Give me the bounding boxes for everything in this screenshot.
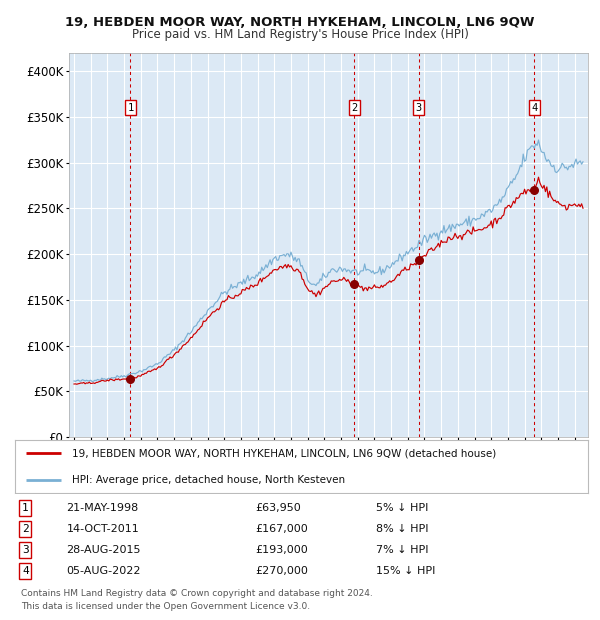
Text: 05-AUG-2022: 05-AUG-2022 (67, 566, 141, 576)
Text: 19, HEBDEN MOOR WAY, NORTH HYKEHAM, LINCOLN, LN6 9QW (detached house): 19, HEBDEN MOOR WAY, NORTH HYKEHAM, LINC… (73, 448, 497, 458)
Text: 19, HEBDEN MOOR WAY, NORTH HYKEHAM, LINCOLN, LN6 9QW: 19, HEBDEN MOOR WAY, NORTH HYKEHAM, LINC… (65, 16, 535, 29)
Text: Price paid vs. HM Land Registry's House Price Index (HPI): Price paid vs. HM Land Registry's House … (131, 28, 469, 41)
Text: 2: 2 (351, 103, 358, 113)
Text: 1: 1 (127, 103, 134, 113)
Text: 4: 4 (22, 566, 29, 576)
Text: 15% ↓ HPI: 15% ↓ HPI (376, 566, 436, 576)
Text: 3: 3 (22, 545, 29, 555)
Text: £63,950: £63,950 (256, 503, 301, 513)
Text: 2: 2 (22, 524, 29, 534)
Text: Contains HM Land Registry data © Crown copyright and database right 2024.
This d: Contains HM Land Registry data © Crown c… (21, 590, 373, 611)
Text: 3: 3 (416, 103, 422, 113)
Text: £270,000: £270,000 (256, 566, 308, 576)
Text: HPI: Average price, detached house, North Kesteven: HPI: Average price, detached house, Nort… (73, 475, 346, 485)
Text: 14-OCT-2011: 14-OCT-2011 (67, 524, 139, 534)
Text: 8% ↓ HPI: 8% ↓ HPI (376, 524, 428, 534)
Text: 1: 1 (22, 503, 29, 513)
Text: 4: 4 (532, 103, 538, 113)
Text: 21-MAY-1998: 21-MAY-1998 (67, 503, 139, 513)
Text: 28-AUG-2015: 28-AUG-2015 (67, 545, 141, 555)
Text: 5% ↓ HPI: 5% ↓ HPI (376, 503, 428, 513)
Text: £193,000: £193,000 (256, 545, 308, 555)
Text: 7% ↓ HPI: 7% ↓ HPI (376, 545, 428, 555)
Text: £167,000: £167,000 (256, 524, 308, 534)
